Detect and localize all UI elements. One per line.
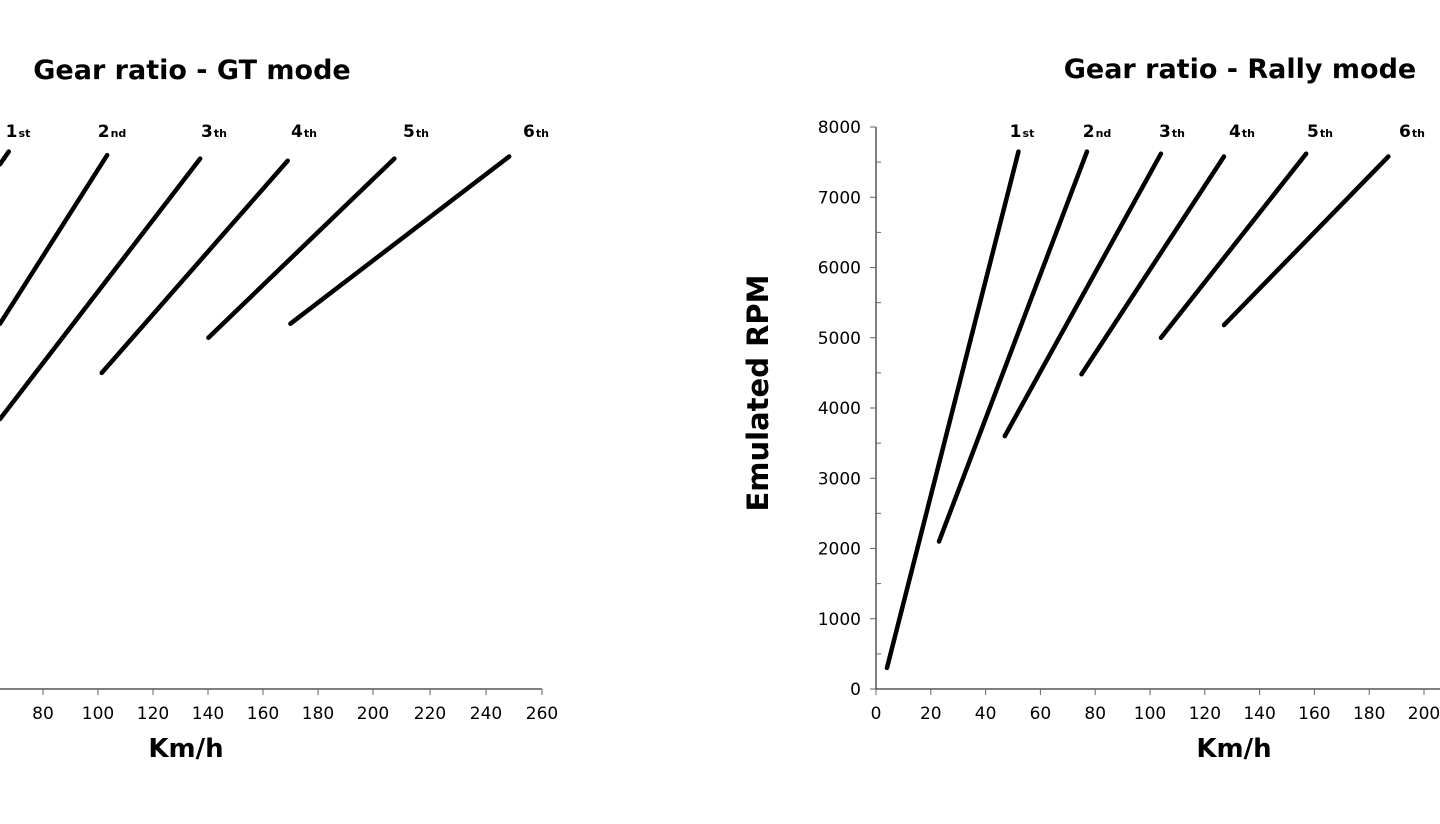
rally-gear-3-line (1002, 151, 1164, 439)
gt-gear-number: 6 (523, 122, 535, 142)
gt-gear-number: 2 (98, 122, 110, 142)
rally-gear-6-line (1221, 154, 1391, 328)
rally-y-tick-label: 1000 (818, 610, 861, 630)
rally-y-axis-label: Emulated RPM (741, 274, 775, 511)
rally-chart-title: Gear ratio - Rally mode (1064, 54, 1417, 85)
gt-x-tick-label: 200 (357, 704, 389, 724)
rally-gear-1-line (884, 149, 1021, 671)
gt-gear-1-line (0, 149, 11, 167)
gt-gear-number: 4 (291, 122, 303, 142)
rally-gear-number: 5 (1307, 122, 1319, 142)
rally-x-tick-label: 200 (1408, 704, 1440, 724)
rally-gear-number: 2 (1083, 122, 1095, 142)
gt-chart-title: Gear ratio - GT mode (33, 55, 351, 86)
gt-x-axis-label: Km/h (148, 734, 223, 764)
gt-x-tick-label: 100 (82, 704, 114, 724)
rally-y-tick-label: 2000 (818, 540, 861, 560)
rally-x-tick-label: 60 (1030, 704, 1052, 724)
rally-x-axis-label: Km/h (1196, 734, 1271, 764)
rally-y-tick-label: 0 (850, 680, 861, 700)
gt-gear-suffix: nd (111, 127, 127, 140)
rally-gear-suffix: th (1320, 127, 1333, 140)
gt-gear-number: 5 (403, 122, 415, 142)
gt-gear-number: 1 (6, 122, 18, 142)
rally-gear-suffix: nd (1096, 127, 1112, 140)
gt-gear-suffix: th (536, 127, 549, 140)
rally-gear-2-line (936, 149, 1090, 544)
rally-y-tick-label: 8000 (818, 118, 861, 138)
gt-gear-2-line (0, 152, 110, 326)
gt-gear-4-line (99, 158, 290, 376)
gt-x-tick-label: 260 (526, 704, 558, 724)
rally-gear-labels: 1st 2nd 3th 4th 5th 6th (1010, 122, 1425, 142)
gt-x-tick-label: 220 (414, 704, 446, 724)
gt-gear-suffix: th (214, 127, 227, 140)
gt-gear-5-label: 5th (403, 122, 429, 142)
rally-gear-1-label: 1st (1010, 122, 1035, 142)
rally-y-ticks: 0 1000 2000 3000 4000 5000 6000 7000 8000 (818, 118, 881, 700)
gt-x-tick-label: 80 (32, 704, 54, 724)
gt-x-tick-label: 140 (192, 704, 224, 724)
gt-gear-4-label: 4th (291, 122, 317, 142)
rally-y-tick-label: 6000 (818, 259, 861, 279)
gt-x-tick-label: 240 (470, 704, 502, 724)
rally-gear-number: 1 (1010, 122, 1022, 142)
gt-series-lines (0, 149, 512, 422)
gt-gear-5-line (206, 156, 397, 340)
rally-x-tick-label: 40 (975, 704, 997, 724)
rally-gear-number: 4 (1229, 122, 1241, 142)
rally-gear-number: 3 (1159, 122, 1171, 142)
gt-mode-chart: Gear ratio - GT mode Km/h 08010012014016… (0, 55, 558, 764)
gt-gear-suffix: st (19, 127, 31, 140)
gt-gear-suffix: th (416, 127, 429, 140)
gt-gear-6-line (288, 154, 512, 326)
rally-x-tick-label: 140 (1243, 704, 1275, 724)
gt-x-tick-label: 160 (247, 704, 279, 724)
gt-gear-2-label: 2nd (98, 122, 127, 142)
rally-x-tick-label: 80 (1084, 704, 1106, 724)
rally-y-tick-label: 4000 (818, 399, 861, 419)
rally-x-tick-label: 180 (1353, 704, 1385, 724)
rally-gear-4-label: 4th (1229, 122, 1255, 142)
gt-x-ticks: 080100120140160180200220240260 (32, 689, 558, 724)
rally-gear-suffix: st (1023, 127, 1035, 140)
gt-gear-number: 3 (201, 122, 213, 142)
rally-gear-suffix: th (1412, 127, 1425, 140)
rally-gear-4-line (1079, 154, 1227, 377)
rally-gear-number: 6 (1399, 122, 1411, 142)
rally-series-lines (884, 149, 1391, 671)
rally-gear-2-label: 2nd (1083, 122, 1112, 142)
rally-x-ticks: 0 20 40 60 80 100 120 140 160 180 200 (871, 689, 1440, 724)
rally-gear-3-label: 3th (1159, 122, 1185, 142)
rally-y-tick-label: 3000 (818, 469, 861, 489)
rally-y-tick-label: 5000 (818, 329, 861, 349)
rally-gear-suffix: th (1172, 127, 1185, 140)
rally-axes (875, 127, 1440, 690)
gt-gear-3-label: 3th (201, 122, 227, 142)
gt-gear-3-line (0, 156, 203, 422)
rally-x-tick-label: 160 (1298, 704, 1330, 724)
rally-x-tick-label: 100 (1134, 704, 1166, 724)
rally-y-tick-label: 7000 (818, 188, 861, 208)
rally-x-tick-label: 20 (920, 704, 942, 724)
rally-gear-6-label: 6th (1399, 122, 1425, 142)
gt-gear-1-label: 1st (6, 122, 31, 142)
gt-x-tick-label: 180 (302, 704, 334, 724)
gt-gear-6-label: 6th (523, 122, 549, 142)
rally-mode-chart: Gear ratio - Rally mode Km/h Emulated RP… (741, 54, 1440, 764)
rally-gear-suffix: th (1242, 127, 1255, 140)
rally-x-tick-label: 120 (1189, 704, 1221, 724)
gt-gear-labels: 1st 2nd 3th 4th 5th 6th (6, 122, 549, 142)
gt-gear-suffix: th (304, 127, 317, 140)
rally-x-tick-label: 0 (871, 704, 882, 724)
rally-gear-5-label: 5th (1307, 122, 1333, 142)
rally-gear-5-line (1158, 151, 1309, 340)
gt-x-tick-label: 120 (137, 704, 169, 724)
